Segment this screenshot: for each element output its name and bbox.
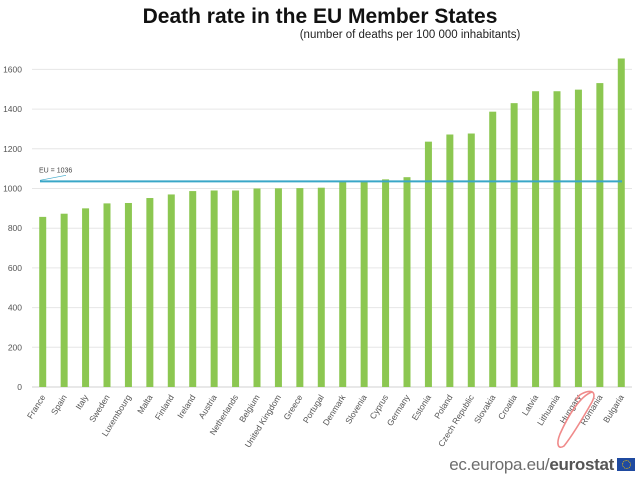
y-tick-label: 400: [8, 303, 22, 313]
reference-label: EU = 1036: [39, 167, 72, 174]
bar-hungary: [574, 89, 582, 387]
bar-lithuania: [553, 91, 561, 388]
x-tick-label: Slovakia: [472, 393, 498, 426]
bar-malta: [146, 198, 154, 387]
y-tick-label: 200: [8, 342, 22, 352]
bar-france: [39, 216, 47, 387]
x-tick-label: Slovenia: [343, 393, 369, 426]
bar-estonia: [424, 141, 432, 387]
x-tick-label: Finland: [153, 393, 176, 422]
bar-portugal: [317, 187, 325, 387]
bar-slovakia: [489, 111, 497, 388]
y-tick-label: 800: [8, 223, 22, 233]
eu-average-line: EU = 1036: [39, 167, 622, 183]
x-tick-label: Malta: [135, 393, 155, 416]
source-brand: eurostat: [549, 455, 614, 474]
source-url: ec.europa.eu/: [449, 455, 550, 474]
x-tick-label: Spain: [49, 393, 69, 417]
bar-united-kingdom: [274, 188, 282, 387]
bar-netherlands: [232, 190, 240, 387]
x-tick-label: Cyprus: [368, 393, 391, 421]
chart-subtitle: (number of deaths per 100 000 inhabitant…: [299, 29, 521, 41]
bar-bulgaria: [617, 58, 625, 388]
x-tick-label: Estonia: [410, 393, 434, 423]
bar-spain: [60, 213, 68, 387]
y-tick-label: 1200: [3, 144, 22, 154]
chart-title: Death rate in the EU Member States: [142, 5, 498, 28]
bars: [39, 58, 625, 388]
x-tick-label: Italy: [74, 392, 91, 411]
source-credit: ec.europa.eu/eurostat: [449, 455, 614, 475]
x-tick-label: Ireland: [175, 393, 197, 421]
bar-czech-republic: [467, 133, 475, 387]
bar-croatia: [510, 103, 518, 388]
hungary-circle-annotation: [557, 390, 595, 449]
reference-leader: [39, 175, 67, 181]
bar-greece: [296, 188, 304, 387]
bar-italy: [82, 208, 90, 387]
bar-latvia: [532, 91, 540, 388]
bar-romania: [596, 83, 604, 387]
bar-slovenia: [360, 181, 368, 387]
bar-germany: [403, 177, 411, 387]
x-tick-label: Austria: [196, 393, 219, 421]
eu-flag-icon: [617, 458, 635, 471]
bar-poland: [446, 134, 454, 387]
y-tick-label: 600: [8, 263, 22, 273]
x-tick-label: France: [25, 393, 48, 421]
y-axis: 0 200 400 600 800 1000 1200 1400 1600: [3, 64, 22, 392]
gridlines: [32, 68, 632, 388]
bar-cyprus: [382, 179, 390, 387]
x-tick-label: Latvia: [520, 393, 541, 418]
bar-sweden: [103, 203, 111, 387]
bar-belgium: [253, 188, 261, 387]
bar-ireland: [189, 191, 197, 387]
y-tick-label: 1400: [3, 104, 22, 114]
x-tick-label: Croatia: [496, 393, 519, 422]
bar-finland: [167, 194, 175, 387]
x-tick-label: Poland: [432, 393, 455, 421]
y-tick-label: 1600: [3, 64, 22, 74]
bar-luxembourg: [124, 202, 132, 387]
y-tick-label: 0: [17, 382, 22, 392]
bar-denmark: [339, 181, 347, 387]
y-tick-label: 1000: [3, 184, 22, 194]
bar-austria: [210, 190, 218, 387]
